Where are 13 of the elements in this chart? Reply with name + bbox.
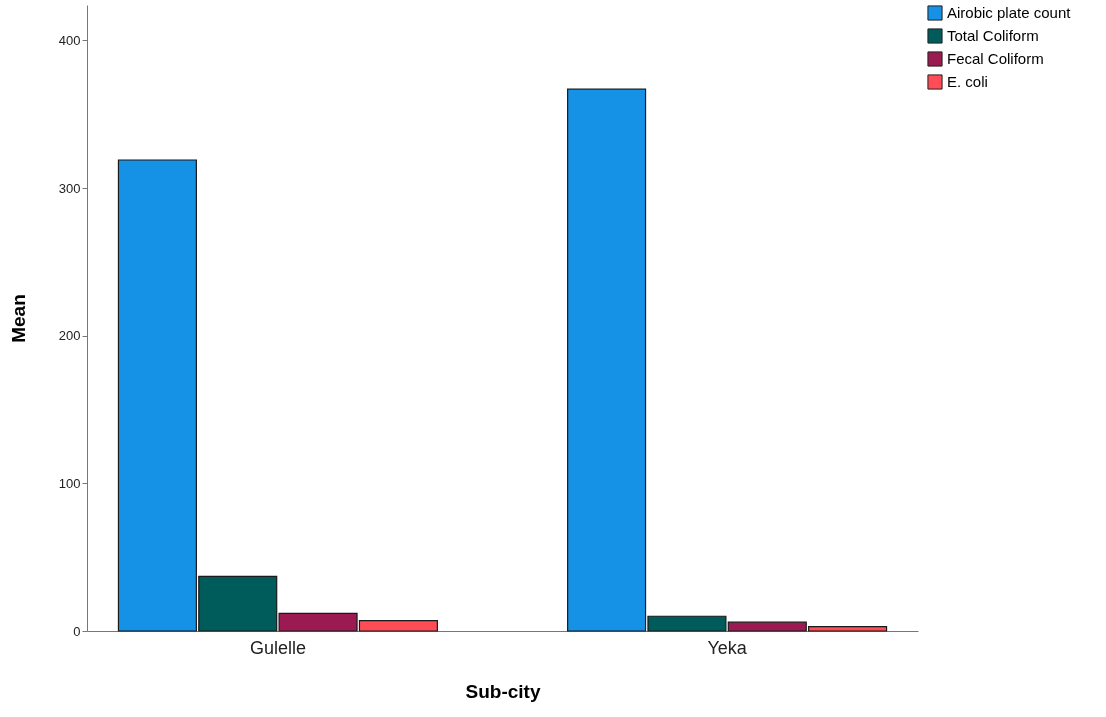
x-axis-title: Sub-city <box>465 680 541 702</box>
y-tick-label: 100 <box>58 475 81 491</box>
legend-label: Airobic plate count <box>947 4 1072 21</box>
legend-label: E. coli <box>947 73 988 90</box>
y-axis-title: Mean <box>7 294 29 343</box>
x-tick-label: Gulelle <box>249 637 306 658</box>
y-tick-label: 400 <box>58 32 81 48</box>
legend-label: Fecal Coliform <box>947 50 1044 67</box>
legend-label: Total Coliform <box>947 27 1039 44</box>
y-tick-label: 300 <box>58 180 81 196</box>
x-tick-label: Yeka <box>707 637 748 658</box>
y-tick-label: 0 <box>73 623 81 639</box>
y-tick-label: 200 <box>58 328 81 344</box>
